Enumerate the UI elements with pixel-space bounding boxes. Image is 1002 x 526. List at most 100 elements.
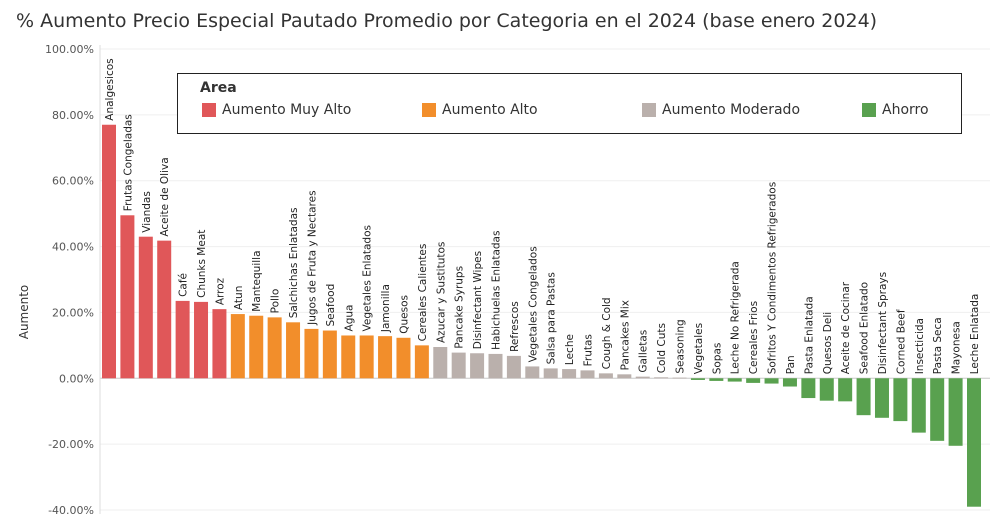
- bar-quesos[interactable]: [396, 337, 411, 379]
- bar-pollo[interactable]: [267, 317, 282, 379]
- bar-habichuelas-enlatadas[interactable]: [488, 353, 503, 379]
- category-label: Pollo: [270, 289, 282, 314]
- y-axis: 100.00% 80.00% 60.00% 40.00% 20.00% 0.00% -20.…: [45, 43, 101, 517]
- bar-leche-enlatada[interactable]: [967, 378, 981, 507]
- bar-pancake-syrups[interactable]: [451, 352, 466, 379]
- bar-seafood-enlatado[interactable]: [856, 378, 871, 416]
- bar-cough-cold[interactable]: [598, 373, 613, 379]
- bar-aceite-de-cocinar[interactable]: [838, 378, 853, 402]
- bar-pancakes-mix[interactable]: [617, 374, 632, 379]
- bar-insecticida[interactable]: [911, 378, 926, 433]
- bar-disinfectant-wipes[interactable]: [470, 353, 485, 379]
- bar-sopas[interactable]: [709, 378, 724, 381]
- bar-arroz[interactable]: [212, 309, 227, 379]
- bar-chunks-meat[interactable]: [194, 301, 209, 379]
- category-label: Salsa para Pastas: [546, 272, 558, 364]
- bar-caf-[interactable]: [175, 300, 190, 379]
- legend-label: Aumento Alto: [442, 102, 538, 118]
- category-label: Pasta Enlatada: [803, 296, 815, 374]
- bar-cereales-frios[interactable]: [746, 378, 761, 383]
- bar-leche[interactable]: [562, 369, 577, 379]
- bar-disinfectant-sprays[interactable]: [874, 378, 889, 418]
- category-label: Jugos de Fruta y Nectares: [306, 190, 318, 325]
- category-label: Café: [178, 273, 190, 297]
- y-tick-label: 80.00%: [52, 109, 94, 122]
- bar-jamonilla[interactable]: [378, 336, 393, 379]
- category-label: Seasoning: [675, 319, 687, 373]
- bar-analgesicos[interactable]: [102, 124, 116, 379]
- bar-viandas[interactable]: [138, 236, 153, 379]
- y-tick-label: -20.00%: [48, 438, 94, 451]
- bar-cold-cuts[interactable]: [654, 377, 669, 379]
- bar-sofritos-y-condimentos-refrigerados[interactable]: [764, 378, 779, 384]
- bar-salsa-para-pastas[interactable]: [543, 368, 558, 379]
- category-label: Insecticida: [914, 318, 926, 374]
- bar-jugos-de-fruta-y-nectares[interactable]: [304, 328, 319, 379]
- legend-item-ahorro[interactable]: Ahorro: [862, 102, 929, 118]
- legend-swatch: [202, 103, 216, 117]
- category-label: Pasta Seca: [932, 317, 944, 374]
- category-label: Aceite de Cocinar: [840, 281, 852, 374]
- category-label: Disinfectant Sprays: [877, 272, 889, 374]
- category-label: Cereales Calientes: [417, 244, 429, 342]
- bar-pan[interactable]: [782, 378, 797, 387]
- bar-azucar-y-sustitutos[interactable]: [433, 347, 448, 379]
- bar-refrescos[interactable]: [506, 355, 521, 379]
- category-label: Galletas: [638, 330, 650, 373]
- legend-item-aumento-moderado[interactable]: Aumento Moderado: [642, 102, 800, 118]
- legend-item-aumento-alto[interactable]: Aumento Alto: [422, 102, 538, 118]
- category-label: Seafood Enlatado: [859, 282, 871, 374]
- category-label: Cereales Frios: [748, 301, 760, 374]
- bar-atun[interactable]: [230, 314, 245, 379]
- category-label: Arroz: [214, 277, 226, 305]
- category-label: Disinfectant Wipes: [472, 251, 484, 349]
- category-label: Viandas: [141, 191, 153, 233]
- category-label: Atun: [233, 286, 245, 310]
- bar-vegetales-congelados[interactable]: [525, 366, 540, 379]
- legend-label: Ahorro: [882, 102, 929, 118]
- category-label: Frutas: [583, 334, 595, 366]
- bar-mantequilla[interactable]: [249, 315, 264, 379]
- category-label: Vegetales Enlatados: [362, 225, 374, 331]
- category-label: Mantequilla: [251, 250, 263, 311]
- category-label: Habichuelas Enlatadas: [490, 231, 502, 350]
- legend-swatch: [862, 103, 876, 117]
- y-tick-label: -40.00%: [48, 504, 94, 517]
- bar-frutas-congeladas[interactable]: [120, 215, 135, 379]
- chart-title: % Aumento Precio Especial Pautado Promed…: [16, 10, 878, 32]
- bar-vegetales-enlatados[interactable]: [359, 335, 374, 379]
- category-label: Analgesicos: [104, 58, 116, 120]
- category-label: Azucar y Sustitutos: [435, 242, 447, 343]
- category-label: Pancake Syrups: [454, 266, 466, 349]
- bar-galletas[interactable]: [635, 376, 650, 379]
- bar-quesos-deli[interactable]: [819, 378, 834, 401]
- bar-seasoning[interactable]: [672, 377, 687, 379]
- category-label: Chunks Meat: [196, 230, 208, 298]
- category-label: Leche No Refrigerada: [730, 261, 742, 374]
- category-label: Leche Enlatada: [969, 294, 981, 375]
- bar-vegetales[interactable]: [690, 378, 705, 380]
- y-tick-label: 40.00%: [52, 241, 94, 254]
- bar-leche-no-refrigerada[interactable]: [727, 378, 742, 382]
- bar-mayonesa[interactable]: [948, 378, 963, 446]
- category-label: Sofritos Y Condimentos Refrigerados: [767, 182, 779, 374]
- bar-corned-beef[interactable]: [893, 378, 908, 422]
- category-labels: Analgesicos Frutas Congeladas Viandas Aceit…: [104, 58, 981, 374]
- bar-seafood[interactable]: [322, 330, 337, 379]
- legend-label: Aumento Muy Alto: [222, 102, 352, 118]
- legend-item-aumento-muy-alto[interactable]: Aumento Muy Alto: [202, 102, 351, 118]
- category-label: Quesos: [398, 295, 410, 334]
- bar-salchichas-enlatadas[interactable]: [286, 322, 301, 379]
- category-label: Aceite de Oliva: [159, 157, 171, 236]
- bar-pasta-enlatada[interactable]: [801, 378, 816, 399]
- category-label: Sopas: [711, 343, 723, 375]
- category-label: Frutas Congeladas: [122, 114, 134, 211]
- bar-cereales-calientes[interactable]: [414, 345, 429, 379]
- bar-agua[interactable]: [341, 335, 356, 379]
- bar-pasta-seca[interactable]: [930, 378, 945, 441]
- legend-swatch: [642, 103, 656, 117]
- category-label: Salchichas Enlatadas: [288, 208, 300, 319]
- bar-frutas[interactable]: [580, 370, 595, 379]
- bar-aceite-de-oliva[interactable]: [157, 240, 172, 379]
